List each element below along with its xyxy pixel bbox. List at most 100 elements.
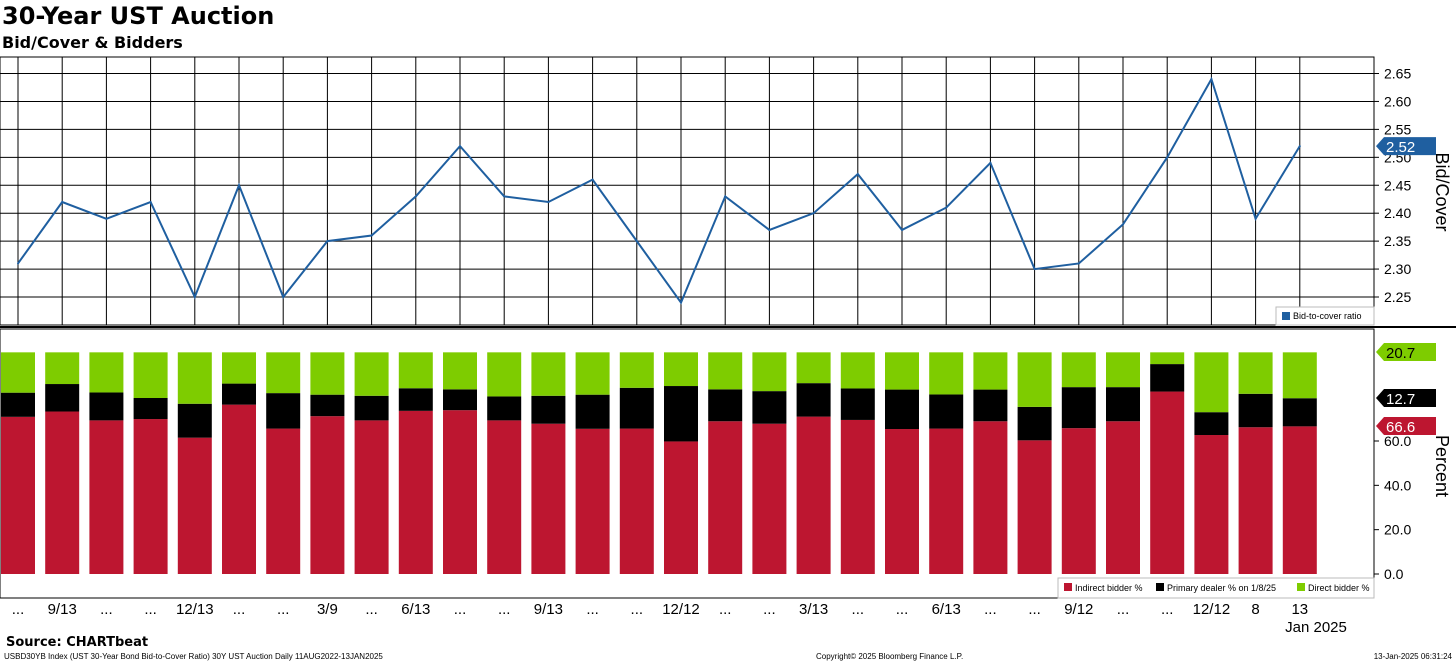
primary-dealer-bar	[664, 386, 698, 442]
x-tick-label: 9/13	[534, 601, 563, 618]
primary-dealer-bar	[796, 383, 831, 417]
bid-cover-point	[989, 161, 992, 164]
direct-bar	[531, 352, 566, 396]
direct-bar	[575, 352, 610, 395]
primary-dealer-bar	[310, 394, 345, 417]
x-tick-label: ...	[277, 601, 290, 618]
bid-cover-point	[768, 228, 771, 231]
chart-subtitle: Bid/Cover & Bidders	[2, 33, 183, 52]
primary-dealer-bar	[1194, 412, 1229, 436]
bid-cover-point	[503, 195, 506, 198]
direct-bar	[796, 352, 831, 384]
indirect-bar	[1282, 426, 1317, 574]
x-tick-label: 9/12	[1064, 601, 1093, 618]
direct-bar	[1282, 352, 1317, 399]
primary-dealer-bar	[133, 397, 168, 420]
x-tick-label: ...	[586, 601, 599, 618]
bid-cover-point	[1254, 217, 1257, 220]
x-tick-label: ...	[454, 601, 467, 618]
indirect-bar	[929, 428, 964, 574]
x-tick-label: 3/9	[317, 601, 338, 618]
top-plot-frame	[0, 56, 1375, 326]
x-tick-label: ...	[984, 601, 997, 618]
bottom-y-tick-label: 0.0	[1384, 566, 1404, 582]
x-tick-label: ...	[896, 601, 909, 618]
indirect-bar	[89, 420, 124, 574]
direct-bar	[222, 352, 256, 384]
indirect-bar	[222, 404, 256, 574]
indirect-bar	[354, 420, 389, 574]
primary-dealer-bar	[973, 389, 1008, 422]
indirect-bar	[840, 419, 875, 574]
indirect-last-value-tag	[1376, 417, 1436, 435]
bid-cover-line	[17, 76, 1301, 305]
direct-bar	[354, 352, 389, 396]
direct-bar	[1150, 352, 1185, 365]
x-tick-label: ...	[763, 601, 776, 618]
bid-cover-point	[370, 234, 373, 237]
primary-dealer-bar	[45, 384, 80, 412]
direct-bar	[1, 352, 35, 393]
top-y-tick-label: 2.30	[1384, 261, 1411, 277]
bid-cover-point	[945, 206, 948, 209]
x-tick-label: 12/12	[662, 601, 700, 618]
x-tick-label: ...	[498, 601, 511, 618]
bid-cover-point	[591, 178, 594, 181]
direct-bar	[1106, 352, 1140, 388]
x-tick-label: 13	[1291, 601, 1308, 618]
x-tick-label: 6/13	[932, 601, 961, 618]
bid-cover-point	[149, 201, 152, 204]
bottom-y-axis-title: Percent	[1432, 435, 1452, 497]
top-y-tick-label: 2.25	[1384, 289, 1411, 305]
bid-cover-point	[635, 240, 638, 243]
footer-timestamp: 13-Jan-2025 06:31:24	[1373, 652, 1452, 661]
indirect-bar	[1106, 421, 1140, 574]
direct-bar	[1061, 352, 1096, 388]
indirect-bar	[575, 428, 610, 574]
primary-dealer-bar	[89, 392, 124, 421]
top-y-tick-label: 2.60	[1384, 93, 1411, 109]
footer-copyright: Copyright© 2025 Bloomberg Finance L.P.	[816, 652, 964, 661]
bid-cover-point	[1077, 262, 1080, 265]
x-tick-label: 9/13	[48, 601, 77, 618]
indirect-bar	[531, 423, 566, 574]
bid-cover-point	[17, 262, 19, 265]
x-tick-label: ...	[100, 601, 113, 618]
chart-title: 30-Year UST Auction	[2, 2, 275, 30]
primary-dealer-bar	[1238, 393, 1273, 428]
direct-bar	[1194, 352, 1229, 413]
last-value-label: 2.52	[1386, 139, 1415, 156]
top-legend-box	[1275, 306, 1375, 326]
indirect-bar	[487, 420, 522, 574]
direct-bar	[177, 352, 212, 404]
indirect-bar	[1017, 440, 1052, 574]
x-tick-label: 6/13	[401, 601, 430, 618]
primary-dealer-bar	[354, 395, 389, 421]
bid-cover-point	[105, 217, 108, 220]
x-tick-label: ...	[852, 601, 865, 618]
indirect-bar	[45, 411, 80, 574]
bottom-legend-swatch	[1156, 583, 1164, 591]
primary-dealer-bar	[1282, 398, 1317, 427]
bid-cover-point	[326, 240, 329, 243]
bid-cover-point	[1210, 78, 1213, 81]
primary-dealer-bar	[398, 388, 433, 411]
indirect-bar	[885, 429, 919, 574]
bottom-legend-swatch	[1064, 583, 1072, 591]
direct-bar	[1238, 352, 1273, 394]
x-tick-label: 12/12	[1193, 601, 1231, 618]
primary-dealer-bar	[752, 391, 787, 424]
bid-cover-point	[61, 201, 64, 204]
bid-cover-point	[680, 301, 682, 304]
primary-dealer-bar	[575, 394, 610, 429]
primary-dealer-bar	[840, 388, 875, 420]
indirect-bar	[796, 416, 831, 574]
direct-bar	[885, 352, 919, 390]
bid-cover-point	[414, 195, 417, 198]
bid-cover-point	[1166, 156, 1169, 159]
indirect-bar	[133, 419, 168, 574]
primary-dealer-bar	[885, 389, 919, 430]
bid-cover-point	[856, 173, 859, 176]
indirect-bar	[708, 421, 743, 574]
indirect-bar	[1238, 427, 1273, 574]
